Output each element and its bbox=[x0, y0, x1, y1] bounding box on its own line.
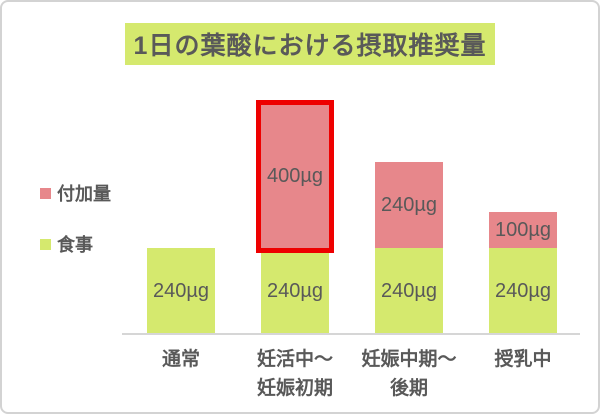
category-label-3: 授乳中 bbox=[443, 345, 598, 374]
bar-segment-additional-2: 240µg bbox=[375, 162, 443, 248]
category-label-line: 授乳中 bbox=[494, 349, 552, 370]
x-axis-baseline bbox=[122, 333, 580, 335]
category-label-line: 妊娠中期〜 bbox=[361, 349, 457, 370]
bar-segment-meal-0: 240µg bbox=[147, 248, 215, 334]
legend-swatch-meal bbox=[40, 238, 51, 250]
category-label-1: 妊活中〜 妊娠初期 bbox=[215, 345, 375, 403]
legend-item-meal: 食事 bbox=[40, 231, 93, 257]
category-label-line: 妊娠初期 bbox=[256, 378, 333, 399]
bar-segment-meal-1: 240µg bbox=[261, 248, 329, 334]
bar-value-label: 240µg bbox=[266, 279, 323, 302]
bar-value-label: 400µg bbox=[266, 165, 323, 187]
legend-label-meal: 食事 bbox=[57, 235, 93, 255]
bar-segment-meal-2: 240µg bbox=[375, 248, 443, 334]
bar-segment-additional-3: 100µg bbox=[489, 212, 557, 248]
category-label-line: 後期 bbox=[389, 378, 428, 399]
category-label-line: 通常 bbox=[161, 349, 200, 370]
legend-swatch-additional bbox=[40, 187, 51, 199]
bar-value-label: 240µg bbox=[380, 193, 437, 216]
bar-value-label: 240µg bbox=[152, 279, 209, 302]
bar-value-label: 240µg bbox=[380, 279, 437, 302]
bar-segment-meal-3: 240µg bbox=[489, 248, 557, 334]
category-label-line: 妊活中〜 bbox=[256, 349, 333, 370]
category-label-0: 通常 bbox=[101, 345, 261, 374]
bar-value-label: 240µg bbox=[494, 279, 551, 302]
category-label-2: 妊娠中期〜 後期 bbox=[329, 345, 489, 403]
bar-segment-additional-1-highlighted: 400µg bbox=[256, 100, 334, 253]
bar-value-label: 100µg bbox=[494, 218, 551, 241]
chart-title: 1日の葉酸における摂取推奨量 bbox=[125, 23, 495, 65]
legend-item-additional: 付加量 bbox=[40, 180, 111, 206]
legend-label-additional: 付加量 bbox=[57, 184, 111, 204]
